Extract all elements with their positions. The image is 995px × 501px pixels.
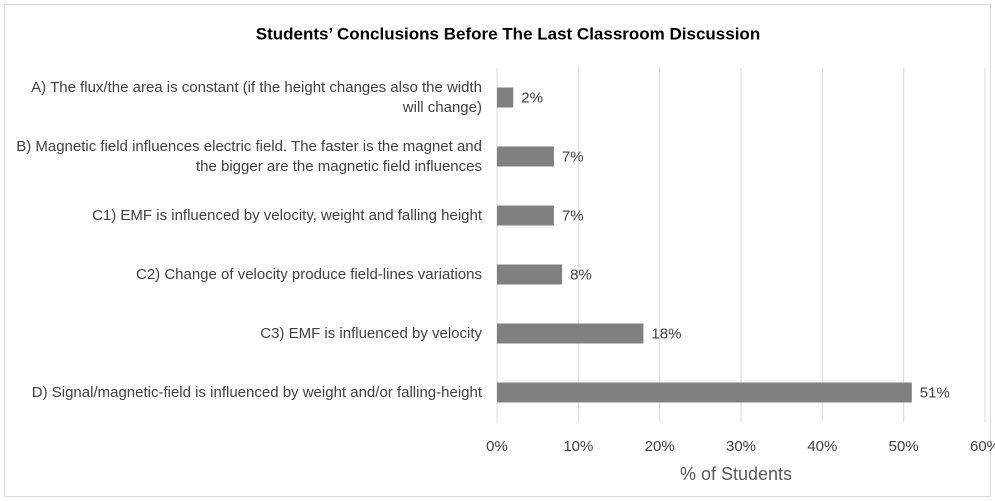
bar — [497, 87, 514, 108]
x-tick-label: 50% — [889, 438, 919, 455]
x-tick-label: 30% — [726, 438, 756, 455]
bar — [497, 146, 554, 167]
category-label: B) Magnetic field influences electric fi… — [16, 137, 482, 175]
x-axis-title: % of Students — [680, 464, 792, 484]
chart-title: Students’ Conclusions Before The Last Cl… — [256, 24, 760, 43]
category-label: D) Signal/magnetic-field is influenced b… — [31, 383, 482, 401]
category-label: C2) Change of velocity produce field-lin… — [135, 265, 482, 283]
category-label: C3) EMF is influenced by velocity — [260, 324, 482, 342]
x-tick-label: 0% — [486, 438, 508, 455]
x-tick-label: 10% — [563, 438, 593, 455]
data-label: 51% — [920, 384, 950, 401]
x-tick-label: 20% — [645, 438, 675, 455]
bar — [497, 264, 563, 285]
bar — [497, 323, 644, 344]
data-label: 2% — [521, 89, 543, 106]
bar — [497, 205, 554, 226]
data-label: 7% — [562, 207, 584, 224]
x-tick-label: 60% — [970, 438, 995, 455]
data-label: 18% — [651, 325, 681, 342]
category-label: A) The flux/the area is constant (if the… — [31, 78, 482, 116]
data-label: 7% — [562, 148, 584, 165]
category-label: C1) EMF is influenced by velocity, weigh… — [92, 206, 482, 224]
x-tick-label: 40% — [807, 438, 837, 455]
data-label: 8% — [570, 266, 592, 283]
bar — [497, 382, 912, 403]
